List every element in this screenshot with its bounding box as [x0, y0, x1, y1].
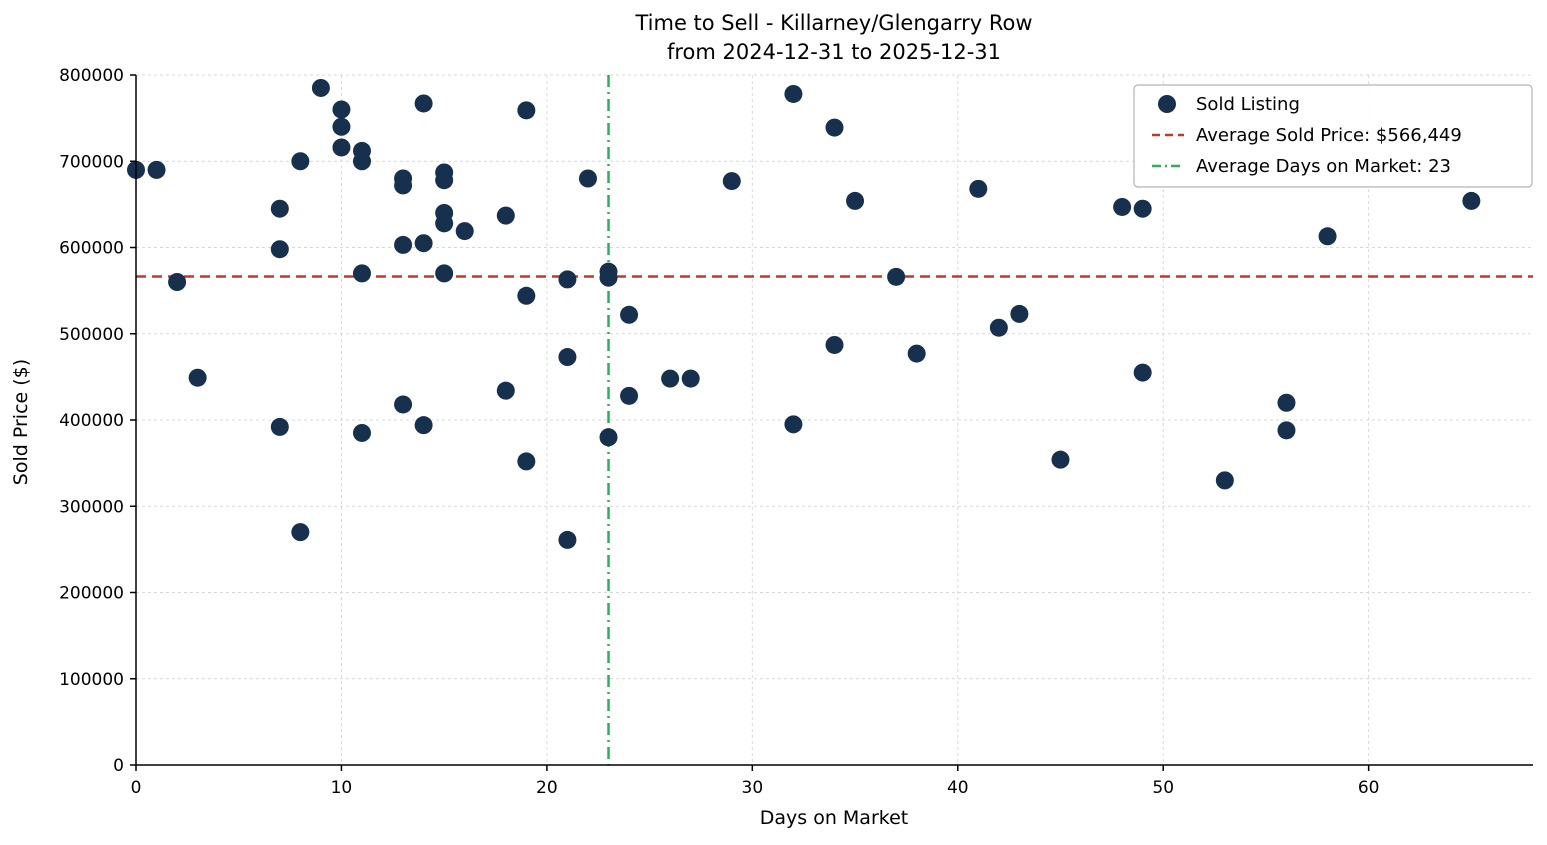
data-point [599, 268, 618, 287]
y-tick-label: 700000 [59, 152, 124, 172]
data-point [394, 235, 413, 254]
data-point [352, 264, 371, 283]
data-point [1215, 471, 1234, 490]
data-point [620, 386, 639, 405]
chart-title-line1: Time to Sell - Killarney/Glengarry Row [634, 11, 1032, 35]
data-point [907, 344, 926, 363]
data-point [620, 305, 639, 324]
legend-label: Average Days on Market: 23 [1196, 156, 1451, 177]
x-tick-label: 60 [1358, 778, 1380, 798]
data-point [414, 234, 433, 253]
y-tick-label: 300000 [59, 497, 124, 517]
data-point [394, 395, 413, 414]
y-tick-label: 800000 [59, 66, 124, 86]
x-tick-label: 10 [331, 778, 353, 798]
data-point [558, 270, 577, 289]
data-point [1113, 197, 1132, 216]
data-point [1277, 421, 1296, 440]
data-point [435, 214, 454, 233]
legend-label: Sold Listing [1196, 94, 1300, 115]
data-point [1318, 227, 1337, 246]
data-point [291, 523, 310, 542]
data-point [352, 423, 371, 442]
data-point [496, 206, 515, 225]
data-point [784, 84, 803, 103]
data-point [578, 169, 597, 188]
axes: 0 10 20 30 40 50 60 0 100000 200000 300000 400000 50… [59, 66, 1533, 798]
data-point [332, 100, 351, 119]
data-point [311, 78, 330, 97]
data-point [1462, 191, 1481, 210]
data-point [414, 416, 433, 435]
data-point [517, 286, 536, 305]
data-point [784, 415, 803, 434]
legend-label: Average Sold Price: $566,449 [1196, 125, 1462, 146]
data-point [969, 179, 988, 198]
data-point [1051, 450, 1070, 469]
data-point [599, 428, 618, 447]
x-tick-label: 50 [1152, 778, 1174, 798]
data-point [517, 452, 536, 471]
data-point [825, 118, 844, 137]
data-point [558, 530, 577, 549]
data-point [435, 171, 454, 190]
data-point [1133, 199, 1152, 218]
data-point [681, 369, 700, 388]
data-point [1133, 363, 1152, 382]
data-point [188, 368, 207, 387]
data-point [825, 335, 844, 354]
data-point [661, 369, 680, 388]
y-tick-label: 500000 [59, 325, 124, 345]
data-point [270, 240, 289, 259]
x-axis-label: Days on Market [760, 807, 908, 829]
y-tick-label: 0 [113, 756, 124, 776]
data-point [517, 101, 536, 120]
data-point [352, 152, 371, 171]
data-point [291, 152, 310, 171]
data-point [270, 199, 289, 218]
data-point [435, 264, 454, 283]
data-point [332, 138, 351, 157]
legend-marker-point [1158, 95, 1176, 113]
y-tick-label: 200000 [59, 584, 124, 604]
data-point [496, 381, 515, 400]
y-tick-label: 400000 [59, 411, 124, 431]
data-point [168, 273, 187, 291]
data-point [1010, 304, 1029, 323]
x-tick-label: 20 [536, 778, 558, 798]
data-point [989, 318, 1008, 337]
x-tick-label: 40 [947, 778, 969, 798]
data-points [127, 78, 1481, 549]
data-point [558, 348, 577, 367]
chart-title-line2: from 2024-12-31 to 2025-12-31 [667, 40, 1001, 64]
y-axis-label: Sold Price ($) [10, 359, 32, 485]
data-point [455, 222, 474, 241]
data-point [147, 160, 166, 179]
y-tick-label: 600000 [59, 239, 124, 259]
data-point [332, 117, 351, 136]
data-point [414, 94, 433, 113]
data-point [887, 267, 906, 286]
legend-box [1133, 84, 1533, 188]
data-point [394, 176, 413, 195]
x-tick-label: 30 [742, 778, 764, 798]
data-point [722, 172, 741, 191]
data-point [846, 191, 865, 210]
data-point [270, 417, 289, 436]
y-tick-label: 100000 [59, 670, 124, 690]
data-point [1277, 393, 1296, 412]
legend: Sold Listing Average Sold Price: $566,449… [1133, 84, 1533, 188]
x-tick-label: 0 [131, 778, 142, 798]
